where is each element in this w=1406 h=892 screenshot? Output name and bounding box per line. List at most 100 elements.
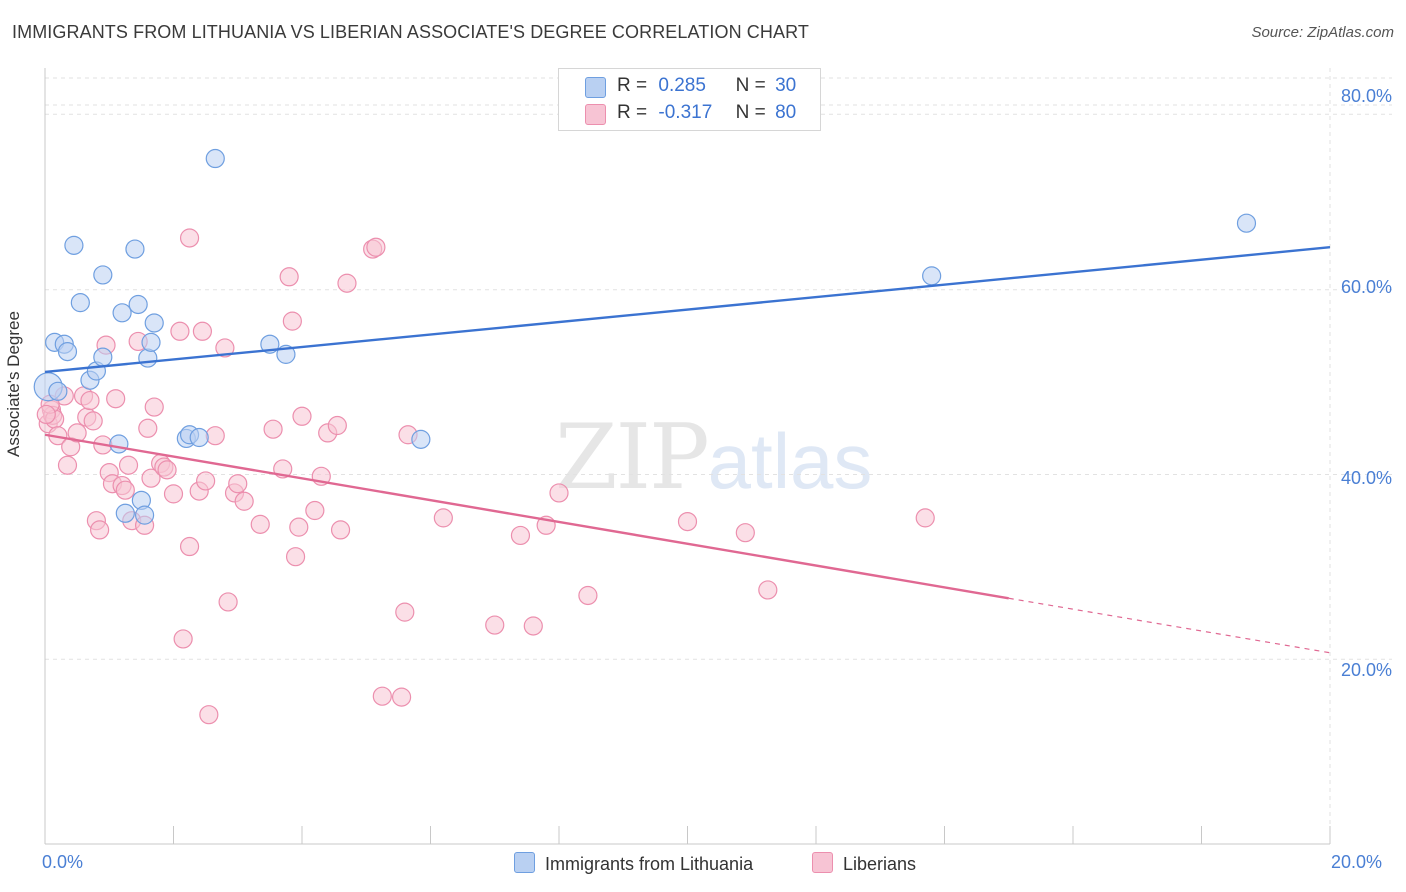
liberians-point	[285, 547, 306, 567]
trend-lines	[44, 246, 1331, 654]
liberians-point	[199, 705, 219, 725]
chart-title: IMMIGRANTS FROM LITHUANIA VS LIBERIAN AS…	[12, 22, 809, 42]
bottom-legend-lithuania: Immigrants from Lithuania	[514, 852, 753, 875]
legend-r-value: -0.317	[658, 102, 713, 123]
liberians-point	[915, 508, 935, 528]
liberians-point	[80, 390, 100, 411]
liberians-point	[758, 580, 778, 600]
lithuania-point	[189, 427, 209, 448]
correlation-legend: R = 0.285 N = 30 R = -0.317 N = 80	[558, 68, 821, 131]
liberians-point	[115, 480, 135, 500]
y-tick-label: 80.0%	[1340, 86, 1392, 106]
lithuania-point	[128, 294, 148, 315]
liberians-point	[67, 423, 87, 443]
liberians-point	[391, 687, 412, 707]
legend-n-label: N =	[735, 75, 766, 96]
lithuania-point	[112, 303, 132, 323]
y-tick-label: 60.0%	[1340, 277, 1392, 297]
liberians-point	[485, 615, 505, 635]
liberians-point	[395, 602, 415, 622]
lithuania-point	[48, 381, 68, 401]
legend-text: R = 0.285 N = 30	[617, 75, 796, 97]
liberians-point	[215, 338, 235, 358]
liberians-point	[118, 455, 139, 475]
liberians-point	[57, 455, 78, 475]
lithuania-point	[141, 332, 161, 352]
liberians-point	[138, 418, 158, 438]
liberians-point	[179, 536, 200, 557]
legend-n-value: 80	[775, 102, 797, 123]
lithuania-point	[134, 505, 155, 525]
liberians-point	[279, 267, 299, 287]
liberians-point	[173, 629, 193, 649]
liberians-point	[106, 389, 126, 409]
legend-r-value: 0.285	[658, 75, 706, 96]
liberians-trend-line	[44, 433, 1009, 600]
axes	[44, 68, 1331, 845]
lithuania-point	[109, 434, 129, 454]
liberians-trend-extension	[1008, 597, 1331, 654]
liberians-point	[523, 616, 543, 636]
x-tick-label: 0.0%	[42, 852, 84, 872]
legend-r-label: R =	[617, 102, 648, 123]
liberians-point	[366, 237, 386, 257]
liberians-point	[337, 273, 357, 293]
liberians-point	[36, 404, 56, 425]
legend-n-label: N =	[735, 102, 766, 123]
x-tick-label: 20.0%	[1331, 852, 1383, 872]
liberians-point	[144, 397, 164, 417]
bottom-legend-label: Immigrants from Lithuania	[545, 854, 754, 874]
liberians-point	[289, 517, 309, 537]
lithuania-point	[93, 347, 113, 367]
lithuania-point	[125, 239, 145, 259]
lithuania-point	[138, 348, 158, 368]
liberians-point	[83, 411, 103, 431]
liberians-point	[677, 511, 698, 532]
legend-text: R = -0.317 N = 80	[617, 102, 796, 124]
bottom-legend-liberians: Liberians	[812, 852, 916, 875]
lithuania-point	[64, 235, 84, 255]
watermark: ZIPatlas	[555, 405, 872, 510]
watermark-atlas: atlas	[707, 417, 873, 505]
liberians-point	[205, 426, 225, 446]
liberians-point	[234, 491, 254, 511]
liberians-point	[327, 415, 347, 436]
liberians-point	[90, 520, 110, 540]
liberians-point	[157, 460, 177, 480]
liberians-point	[192, 321, 213, 341]
legend-swatch-pink	[585, 104, 606, 125]
lithuania-points	[33, 148, 1257, 525]
liberians-point	[228, 474, 248, 494]
liberians-point	[305, 500, 325, 521]
lithuania-point	[922, 266, 942, 286]
liberians-point	[263, 419, 283, 439]
legend-r-label: R =	[617, 75, 648, 96]
lithuania-point	[115, 503, 135, 523]
lithuania-point	[70, 293, 90, 313]
y-tick-label: 40.0%	[1340, 468, 1392, 488]
liberians-point	[372, 686, 392, 706]
liberians-point	[250, 514, 270, 534]
bottom-legend-label: Liberians	[843, 854, 917, 874]
lithuania-point	[205, 148, 225, 169]
y-axis-label: Associate's Degree	[4, 311, 23, 457]
liberians-point	[218, 592, 238, 612]
legend-swatch-blue	[585, 77, 606, 98]
liberians-point	[282, 311, 302, 331]
liberians-point	[578, 585, 598, 606]
liberians-point	[510, 525, 531, 546]
y-tick-label: 20.0%	[1340, 660, 1392, 680]
liberians-points	[36, 228, 935, 725]
legend-n-value: 30	[775, 75, 797, 96]
liberians-point	[141, 468, 161, 488]
watermark-zip: ZIP	[555, 405, 710, 510]
lithuania-trend-line	[44, 246, 1331, 374]
gridlines	[45, 68, 1392, 844]
lithuania-point	[1236, 213, 1257, 233]
liberians-point	[735, 523, 755, 543]
liberians-point	[196, 471, 216, 491]
lithuania-point	[57, 342, 78, 362]
liberians-point	[179, 228, 200, 248]
bottom-legend-swatch-blue	[514, 852, 535, 873]
